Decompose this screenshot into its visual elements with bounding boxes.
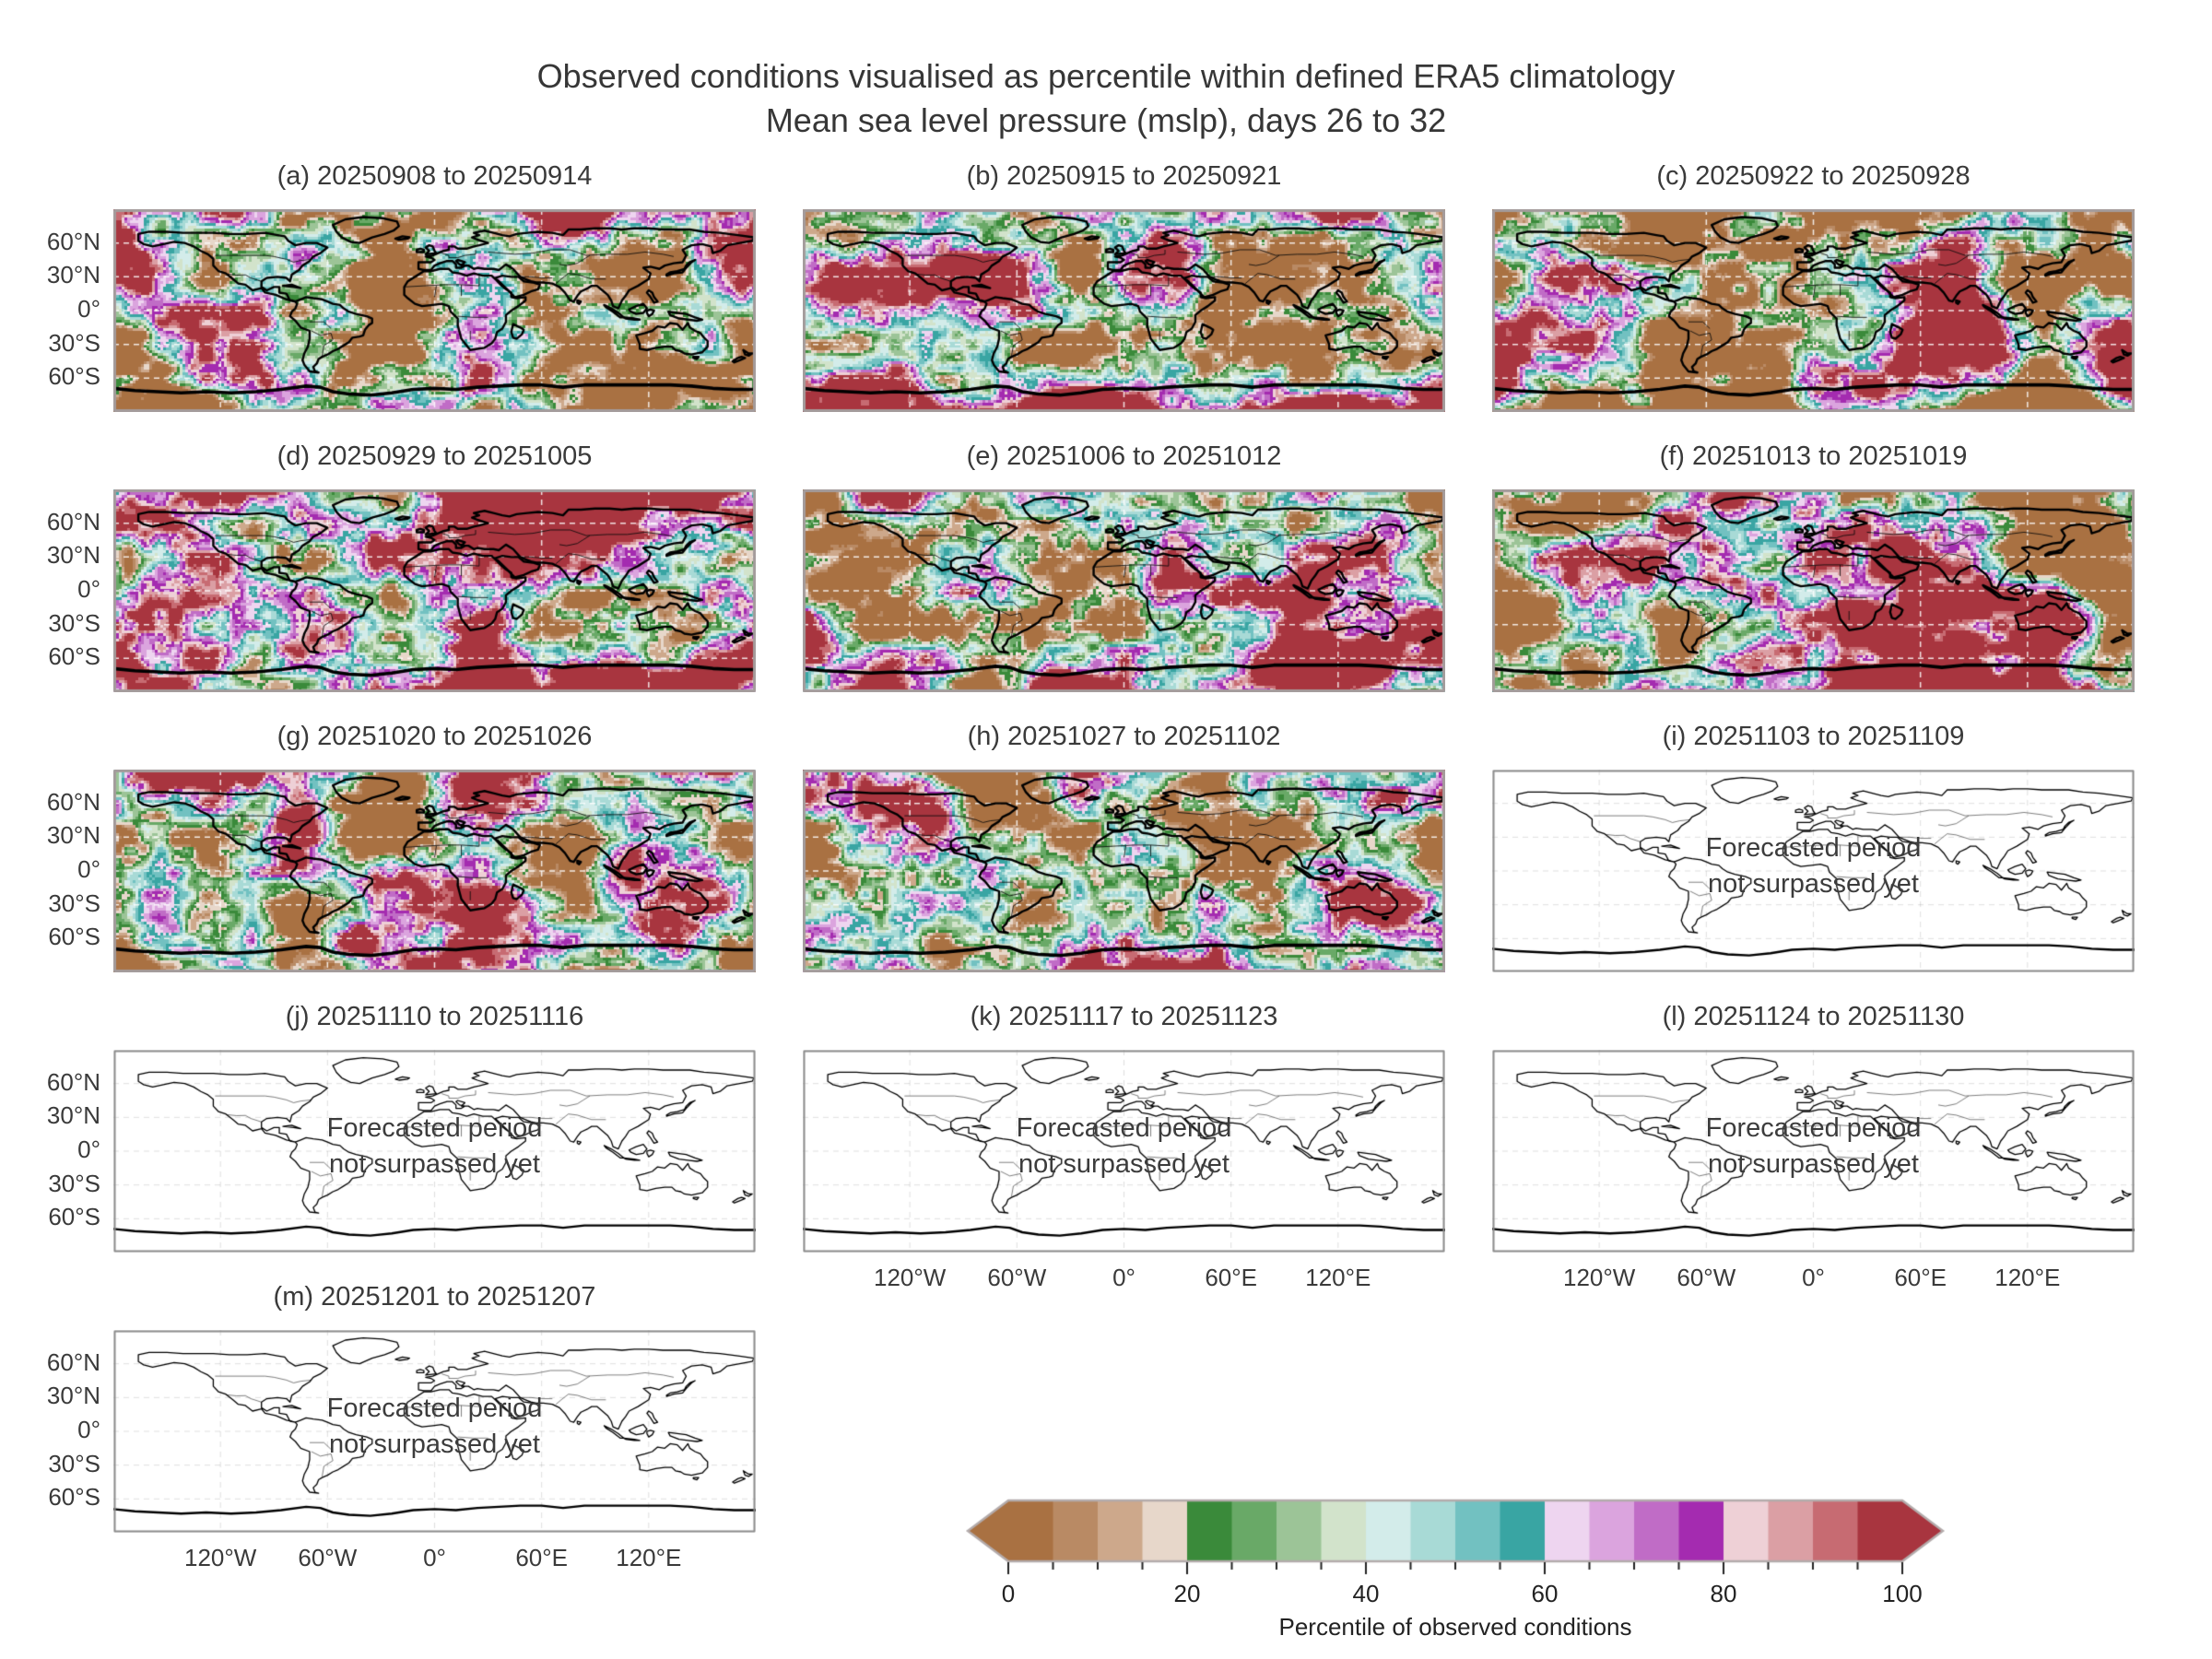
xtick-k-2: 0° (1112, 1264, 1135, 1291)
ytick-a-3: 30°S (48, 328, 100, 357)
xtick-k-3: 60°E (1205, 1264, 1257, 1291)
ytick-j-0: 60°N (46, 1067, 100, 1096)
panel-title-e: (e) 20251006 to 20251012 (966, 441, 1282, 471)
map-l (1492, 1050, 2135, 1253)
map-j (113, 1050, 756, 1253)
xtick-m-3: 60°E (515, 1544, 568, 1571)
forecast-note-k: Forecasted period not surpassed yet (1016, 1113, 1232, 1179)
ytick-g-2: 0° (77, 855, 100, 883)
map-c (1492, 209, 2135, 412)
xtick-m-0: 120°W (183, 1544, 257, 1571)
ytick-a-2: 0° (77, 295, 100, 323)
map-i (1492, 770, 2135, 972)
map-a (113, 209, 756, 412)
panel-title-f: (f) 20251013 to 20251019 (1659, 441, 1968, 471)
ytick-g-0: 60°N (46, 787, 100, 816)
forecast-note-j: Forecasted period not surpassed yet (326, 1113, 543, 1179)
xtick-l-3: 60°E (1894, 1264, 1947, 1291)
forecast-note-l: Forecasted period not surpassed yet (1705, 1113, 1922, 1179)
ytick-a-4: 60°S (48, 362, 100, 391)
colorbar-tick-100: 100 (1882, 1580, 1923, 1607)
ytick-m-2: 0° (77, 1416, 100, 1443)
ytick-j-1: 30°N (46, 1101, 100, 1130)
figure-subtitle: Mean sea level pressure (mslp), days 26 … (765, 101, 1447, 139)
xtick-m-1: 60°W (298, 1544, 358, 1571)
panel-title-k: (k) 20251117 to 20251123 (970, 1002, 1278, 1031)
map-d (113, 489, 756, 692)
xtick-k-1: 60°W (987, 1264, 1047, 1291)
ytick-g-1: 30°N (46, 821, 100, 850)
ytick-d-4: 60°S (48, 642, 100, 671)
ytick-d-1: 30°N (46, 541, 100, 570)
forecast-note-m: Forecasted period not surpassed yet (326, 1394, 543, 1459)
ytick-d-0: 60°N (46, 507, 100, 535)
ytick-j-2: 0° (77, 1135, 100, 1163)
map-f (1492, 489, 2135, 692)
map-m (113, 1330, 756, 1533)
panel-title-i: (i) 20251103 to 20251109 (1662, 722, 1965, 751)
figure-title: Observed conditions visualised as percen… (536, 57, 1676, 95)
colorbar-tick-40: 40 (1352, 1580, 1380, 1607)
xtick-l-4: 120°E (1994, 1264, 2061, 1291)
xtick-m-4: 120°E (616, 1544, 682, 1571)
ytick-j-4: 60°S (48, 1203, 100, 1231)
map-e (803, 489, 1445, 692)
xtick-k-0: 120°W (873, 1264, 947, 1291)
colorbar-scale (966, 1499, 1945, 1583)
panel-title-a: (a) 20250908 to 20250914 (276, 161, 593, 191)
panel-title-c: (c) 20250922 to 20250928 (1656, 161, 1971, 191)
map-h (803, 770, 1445, 972)
map-k (803, 1050, 1445, 1253)
ytick-d-2: 0° (77, 575, 100, 603)
ytick-j-3: 30°S (48, 1169, 100, 1197)
xtick-l-1: 60°W (1677, 1264, 1736, 1291)
colorbar-tick-0: 0 (1001, 1580, 1016, 1607)
colorbar-tick-60: 60 (1531, 1580, 1559, 1607)
panel-title-m: (m) 20251201 to 20251207 (273, 1282, 596, 1312)
ytick-a-1: 30°N (46, 261, 100, 289)
panel-title-b: (b) 20250915 to 20250921 (966, 161, 1282, 191)
panel-title-h: (h) 20251027 to 20251102 (967, 722, 1281, 751)
ytick-g-3: 30°S (48, 888, 100, 917)
colorbar-tick-80: 80 (1710, 1580, 1737, 1607)
colorbar-axis-label: Percentile of observed conditions (1278, 1613, 1632, 1641)
ytick-m-3: 30°S (48, 1449, 100, 1477)
forecast-note-i: Forecasted period not surpassed yet (1705, 833, 1922, 899)
xtick-l-2: 0° (1802, 1264, 1825, 1291)
ytick-m-4: 60°S (48, 1483, 100, 1512)
panel-title-g: (g) 20251020 to 20251026 (276, 722, 593, 751)
colorbar-tick-20: 20 (1173, 1580, 1201, 1607)
panel-title-d: (d) 20250929 to 20251005 (276, 441, 593, 471)
map-g (113, 770, 756, 972)
panel-title-j: (j) 20251110 to 20251116 (285, 1002, 584, 1031)
map-b (803, 209, 1445, 412)
ytick-m-1: 30°N (46, 1382, 100, 1410)
xtick-m-2: 0° (423, 1544, 446, 1571)
ytick-d-3: 30°S (48, 608, 100, 637)
ytick-g-4: 60°S (48, 923, 100, 951)
ytick-m-0: 60°N (46, 1347, 100, 1376)
ytick-a-0: 60°N (46, 227, 100, 255)
panel-title-l: (l) 20251124 to 20251130 (1662, 1002, 1965, 1031)
xtick-l-0: 120°W (1562, 1264, 1636, 1291)
xtick-k-4: 120°E (1305, 1264, 1371, 1291)
